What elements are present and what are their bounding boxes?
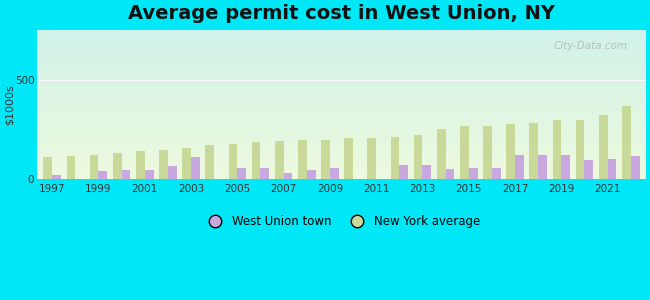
Bar — [529, 123, 538, 179]
Bar — [446, 169, 454, 179]
Bar — [622, 106, 630, 179]
Text: City-Data.com: City-Data.com — [553, 41, 627, 51]
Bar — [275, 141, 283, 179]
Bar — [330, 168, 339, 179]
Bar — [205, 145, 214, 179]
Bar — [630, 157, 640, 179]
Bar — [122, 170, 131, 179]
Bar — [538, 155, 547, 179]
Bar — [562, 155, 570, 179]
Bar — [483, 126, 492, 179]
Bar — [252, 142, 261, 179]
Y-axis label: $1000s: $1000s — [4, 84, 14, 125]
Bar — [136, 151, 145, 179]
Bar — [391, 136, 399, 179]
Bar — [399, 165, 408, 179]
Bar — [191, 158, 200, 179]
Bar — [576, 120, 584, 179]
Bar — [159, 149, 168, 179]
Bar — [237, 168, 246, 179]
Bar — [584, 160, 593, 179]
Bar — [298, 140, 307, 179]
Bar — [307, 170, 315, 179]
Bar — [515, 155, 524, 179]
Bar — [422, 165, 432, 179]
Bar — [460, 126, 469, 179]
Title: Average permit cost in West Union, NY: Average permit cost in West Union, NY — [128, 4, 555, 23]
Bar — [552, 120, 562, 179]
Bar — [261, 168, 269, 179]
Bar — [608, 160, 616, 179]
Bar — [182, 148, 191, 179]
Bar — [599, 115, 608, 179]
Bar — [506, 124, 515, 179]
Bar — [229, 144, 237, 179]
Bar — [344, 138, 353, 179]
Bar — [145, 170, 153, 179]
Bar — [168, 167, 177, 179]
Bar — [469, 168, 478, 179]
Bar — [492, 168, 500, 179]
Bar — [283, 173, 292, 179]
Legend: West Union town, New York average: West Union town, New York average — [198, 211, 484, 233]
Bar — [113, 154, 122, 179]
Bar — [367, 138, 376, 179]
Bar — [413, 135, 423, 179]
Bar — [66, 157, 75, 179]
Bar — [52, 176, 61, 179]
Bar — [90, 155, 98, 179]
Bar — [321, 140, 330, 179]
Bar — [437, 129, 446, 179]
Bar — [98, 171, 107, 179]
Bar — [44, 158, 52, 179]
